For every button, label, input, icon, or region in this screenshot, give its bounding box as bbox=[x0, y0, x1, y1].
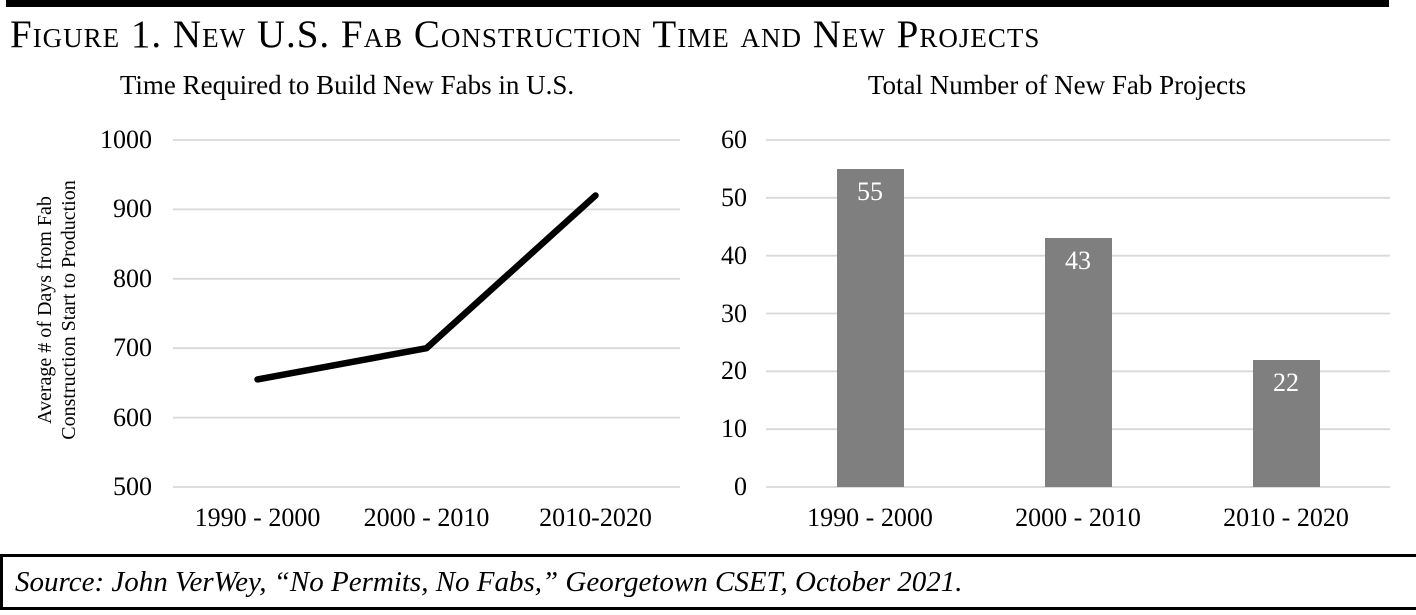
bar-value-label-2: 22 bbox=[1273, 367, 1299, 397]
line-chart-category-0: 1990 - 2000 bbox=[194, 503, 321, 532]
line-chart-tick-1000: 1000 bbox=[100, 125, 152, 154]
line-chart-tick-600: 600 bbox=[113, 402, 152, 432]
bar-2000-2010 bbox=[1044, 238, 1112, 487]
bar-chart-tick-30: 30 bbox=[721, 298, 747, 328]
bar-chart-tick-50: 50 bbox=[721, 182, 747, 212]
bar-2010-2020 bbox=[1252, 359, 1320, 487]
bar-1990-2000 bbox=[836, 168, 904, 487]
line-chart-title: Time Required to Build New Fabs in U.S. bbox=[119, 70, 575, 100]
bar-value-label-1: 43 bbox=[1065, 246, 1091, 276]
line-chart-tick-700: 700 bbox=[113, 333, 152, 363]
bar-chart-tick-40: 40 bbox=[721, 240, 747, 270]
line-series-construction-time bbox=[254, 192, 599, 383]
figure-title: Figure 1. New U.S. Fab Construction Time… bbox=[10, 13, 1041, 56]
line-chart-tick-800: 800 bbox=[113, 263, 152, 293]
bar-chart-category-1: 2000 - 2010 bbox=[1015, 503, 1141, 532]
bar-chart-category-2: 2010 - 2020 bbox=[1223, 503, 1349, 532]
bar-chart-tick-0: 0 bbox=[734, 472, 747, 501]
line-chart-category-2: 2010-2020 bbox=[539, 503, 652, 532]
line-chart-tick-900: 900 bbox=[113, 194, 152, 224]
source-text: Source: John VerWey, “No Permits, No Fab… bbox=[15, 566, 963, 598]
line-chart-category-1: 2000 - 2010 bbox=[363, 503, 490, 532]
bar-chart-category-0: 1990 - 2000 bbox=[807, 503, 933, 532]
bar-chart-tick-60: 60 bbox=[721, 125, 747, 154]
line-chart-tick-500: 500 bbox=[113, 472, 152, 501]
bar-chart-tick-10: 10 bbox=[721, 414, 747, 444]
bar-value-label-0: 55 bbox=[857, 176, 883, 206]
bar-chart-tick-20: 20 bbox=[721, 356, 747, 386]
source-box: Source: John VerWey, “No Permits, No Fab… bbox=[0, 554, 1416, 610]
bar-chart-title: Total Number of New Fab Projects bbox=[867, 70, 1247, 100]
top-rule-bar bbox=[6, 0, 1389, 7]
